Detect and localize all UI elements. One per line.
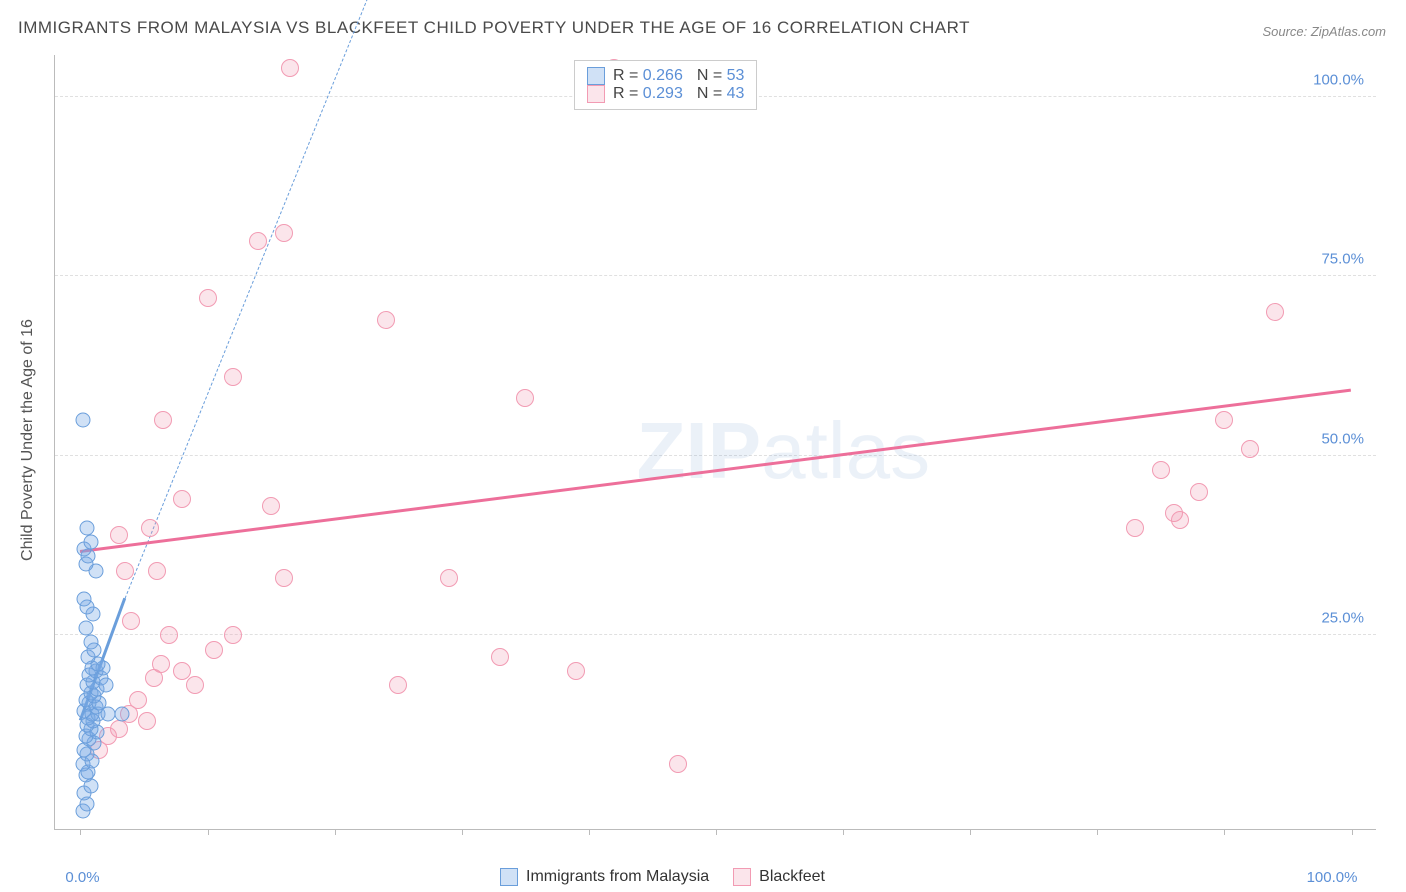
data-point xyxy=(173,490,191,508)
data-point xyxy=(1171,511,1189,529)
data-point xyxy=(275,569,293,587)
data-point xyxy=(440,569,458,587)
x-tick xyxy=(462,829,463,835)
chart-title: IMMIGRANTS FROM MALAYSIA VS BLACKFEET CH… xyxy=(18,18,970,38)
data-point xyxy=(154,411,172,429)
legend-row: R = 0.266N = 53 xyxy=(587,67,744,85)
data-point xyxy=(281,59,299,77)
data-point xyxy=(275,224,293,242)
data-point xyxy=(148,562,166,580)
data-point xyxy=(77,592,92,607)
data-point xyxy=(101,707,116,722)
data-point xyxy=(115,707,130,722)
data-point xyxy=(224,626,242,644)
data-point xyxy=(669,755,687,773)
data-point xyxy=(152,655,170,673)
data-point xyxy=(110,526,128,544)
x-tick xyxy=(843,829,844,835)
data-point xyxy=(116,562,134,580)
legend-label: Blackfeet xyxy=(759,868,825,886)
legend-item: Blackfeet xyxy=(733,868,825,886)
data-point xyxy=(160,626,178,644)
data-point xyxy=(1266,303,1284,321)
data-point xyxy=(75,412,90,427)
legend-row: R = 0.293N = 43 xyxy=(587,85,744,103)
legend-swatch xyxy=(587,67,605,85)
data-point xyxy=(78,621,93,636)
data-point xyxy=(389,676,407,694)
legend-series: Immigrants from Malaysia Blackfeet xyxy=(500,868,825,886)
data-point xyxy=(141,519,159,537)
legend-correlation: R = 0.266N = 53R = 0.293N = 43 xyxy=(574,60,757,110)
data-point xyxy=(224,368,242,386)
legend-swatch xyxy=(587,85,605,103)
data-point xyxy=(567,662,585,680)
x-tick xyxy=(1097,829,1098,835)
data-point xyxy=(1241,440,1259,458)
data-point xyxy=(377,311,395,329)
data-point xyxy=(98,678,113,693)
data-point xyxy=(1215,411,1233,429)
x-tick xyxy=(1352,829,1353,835)
y-tick-label: 100.0% xyxy=(1313,72,1364,89)
x-tick xyxy=(589,829,590,835)
data-point xyxy=(138,712,156,730)
y-tick-label: 50.0% xyxy=(1321,430,1364,447)
data-point xyxy=(1152,461,1170,479)
x-tick xyxy=(1224,829,1225,835)
data-point xyxy=(122,612,140,630)
data-point xyxy=(1126,519,1144,537)
data-point xyxy=(516,389,534,407)
gridline-horizontal xyxy=(55,634,1376,635)
data-point xyxy=(83,635,98,650)
data-point xyxy=(199,289,217,307)
legend-swatch xyxy=(733,868,751,886)
x-tick xyxy=(716,829,717,835)
x-tick xyxy=(80,829,81,835)
plot-area: 25.0% 50.0% 75.0% 100.0% ZIPatlas xyxy=(54,55,1376,830)
gridline-horizontal xyxy=(55,455,1376,456)
y-tick-label: 25.0% xyxy=(1321,610,1364,627)
gridline-horizontal xyxy=(55,275,1376,276)
source-label: Source: ZipAtlas.com xyxy=(1262,24,1386,39)
data-point xyxy=(129,691,147,709)
x-tick xyxy=(208,829,209,835)
data-point xyxy=(249,232,267,250)
data-point xyxy=(491,648,509,666)
x-tick-label: 0.0% xyxy=(65,869,99,886)
data-point xyxy=(262,497,280,515)
legend-swatch xyxy=(500,868,518,886)
legend-text: R = 0.293N = 43 xyxy=(613,85,744,103)
data-point xyxy=(205,641,223,659)
data-point xyxy=(79,520,94,535)
y-tick-label: 75.0% xyxy=(1321,251,1364,268)
data-point xyxy=(186,676,204,694)
legend-label: Immigrants from Malaysia xyxy=(526,868,709,886)
legend-text: R = 0.266N = 53 xyxy=(613,67,744,85)
y-axis-label: Child Poverty Under the Age of 16 xyxy=(19,319,37,561)
data-point xyxy=(83,534,98,549)
x-tick xyxy=(335,829,336,835)
x-tick xyxy=(970,829,971,835)
x-tick-label: 100.0% xyxy=(1307,869,1358,886)
data-point xyxy=(1190,483,1208,501)
legend-item: Immigrants from Malaysia xyxy=(500,868,709,886)
watermark: ZIPatlas xyxy=(637,405,930,497)
